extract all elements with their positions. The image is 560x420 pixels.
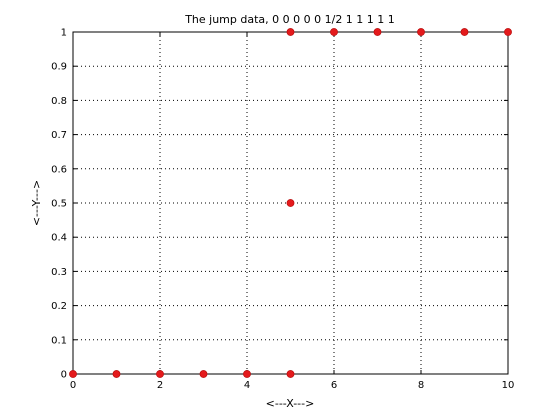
data-point — [156, 370, 163, 377]
x-axis-label: <---X---> — [266, 397, 315, 410]
x-tick-label: 10 — [502, 380, 515, 391]
y-tick-label: 0.1 — [51, 335, 67, 346]
y-tick-label: 0.6 — [51, 164, 67, 175]
x-tick-label: 0 — [70, 380, 76, 391]
data-point — [374, 28, 381, 35]
data-point — [200, 370, 207, 377]
data-point — [287, 28, 294, 35]
data-point — [330, 28, 337, 35]
chart-title: The jump data, 0 0 0 0 0 1/2 1 1 1 1 1 — [184, 13, 395, 26]
x-tick-label: 8 — [418, 380, 424, 391]
y-tick-label: 0.5 — [51, 199, 67, 210]
x-tick-label: 6 — [331, 380, 337, 391]
y-tick-label: 0.7 — [51, 130, 67, 141]
y-tick-label: 0.9 — [51, 62, 67, 73]
data-point — [287, 199, 294, 206]
data-point — [69, 370, 76, 377]
y-axis-label: <---Y---> — [30, 180, 43, 226]
x-tick-label: 4 — [244, 380, 250, 391]
y-tick-label: 0.4 — [51, 233, 67, 244]
data-point — [243, 370, 250, 377]
data-point — [461, 28, 468, 35]
x-tick-label: 2 — [157, 380, 163, 391]
y-tick-label: 0.8 — [51, 96, 67, 107]
data-point — [504, 28, 511, 35]
data-point — [287, 370, 294, 377]
data-point — [417, 28, 424, 35]
y-tick-label: 0.3 — [51, 267, 67, 278]
y-tick-label: 1 — [61, 28, 67, 39]
data-point — [113, 370, 120, 377]
y-tick-label: 0.2 — [51, 301, 67, 312]
y-tick-label: 0 — [61, 370, 67, 381]
